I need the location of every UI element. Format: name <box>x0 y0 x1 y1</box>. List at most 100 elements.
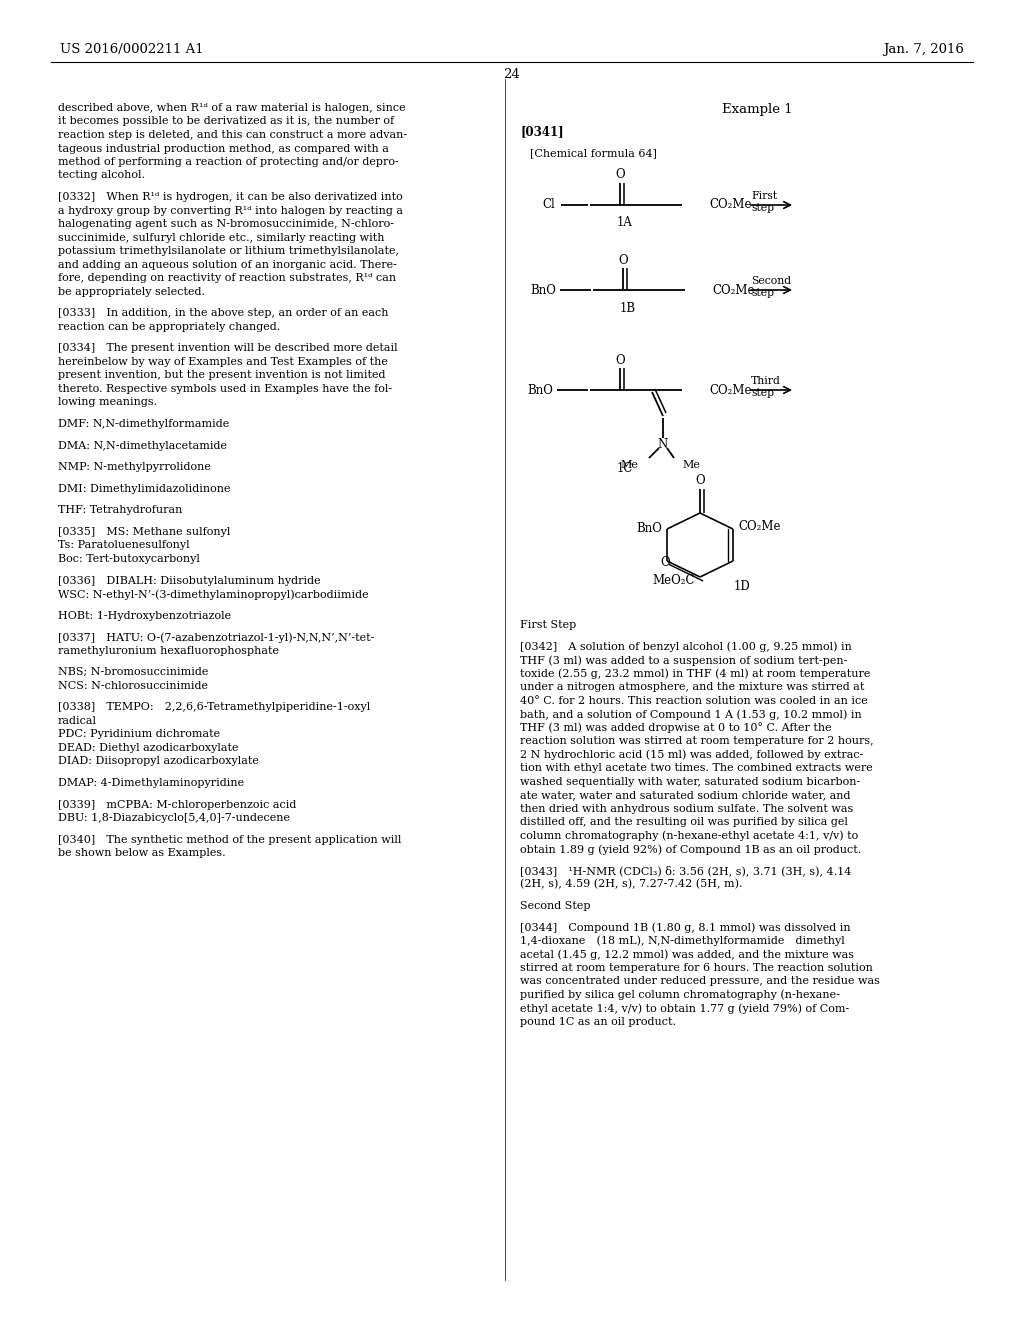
Text: DMA: N,N-dimethylacetamide: DMA: N,N-dimethylacetamide <box>58 441 227 450</box>
Text: be appropriately selected.: be appropriately selected. <box>58 286 205 297</box>
Text: 1A: 1A <box>617 216 633 230</box>
Text: N: N <box>657 438 668 451</box>
Text: [0339] mCPBA: M-chloroperbenzoic acid: [0339] mCPBA: M-chloroperbenzoic acid <box>58 800 296 809</box>
Text: present invention, but the present invention is not limited: present invention, but the present inven… <box>58 371 385 380</box>
Text: NMP: N-methylpyrrolidone: NMP: N-methylpyrrolidone <box>58 462 211 473</box>
Text: NBS; N-bromosuccinimide: NBS; N-bromosuccinimide <box>58 668 208 677</box>
Text: O: O <box>615 354 625 367</box>
Text: column chromatography (n-hexane-ethyl acetate 4:1, v/v) to: column chromatography (n-hexane-ethyl ac… <box>520 830 858 841</box>
Text: ethyl acetate 1:4, v/v) to obtain 1.77 g (yield 79%) of Com-: ethyl acetate 1:4, v/v) to obtain 1.77 g… <box>520 1003 849 1014</box>
Text: (2H, s), 4.59 (2H, s), 7.27-7.42 (5H, m).: (2H, s), 4.59 (2H, s), 7.27-7.42 (5H, m)… <box>520 879 742 890</box>
Text: [0340] The synthetic method of the present application will: [0340] The synthetic method of the prese… <box>58 834 401 845</box>
Text: BnO: BnO <box>636 523 663 536</box>
Text: CO₂Me: CO₂Me <box>709 198 752 211</box>
Text: washed sequentially with water, saturated sodium bicarbon-: washed sequentially with water, saturate… <box>520 776 860 787</box>
Text: acetal (1.45 g, 12.2 mmol) was added, and the mixture was: acetal (1.45 g, 12.2 mmol) was added, an… <box>520 949 854 960</box>
Text: MeO₂C: MeO₂C <box>652 573 695 586</box>
Text: method of performing a reaction of protecting and/or depro-: method of performing a reaction of prote… <box>58 157 398 168</box>
Text: DMF: N,N-dimethylformamide: DMF: N,N-dimethylformamide <box>58 418 229 429</box>
Text: [0336] DIBALH: Diisobutylaluminum hydride: [0336] DIBALH: Diisobutylaluminum hydrid… <box>58 576 321 586</box>
Text: tecting alcohol.: tecting alcohol. <box>58 170 145 181</box>
Text: O: O <box>660 557 670 569</box>
Text: THF: Tetrahydrofuran: THF: Tetrahydrofuran <box>58 506 182 515</box>
Text: distilled off, and the resulting oil was purified by silica gel: distilled off, and the resulting oil was… <box>520 817 848 828</box>
Text: reaction can be appropriately changed.: reaction can be appropriately changed. <box>58 322 281 331</box>
Text: Ts: Paratoluenesulfonyl: Ts: Paratoluenesulfonyl <box>58 540 189 550</box>
Text: [Chemical formula 64]: [Chemical formula 64] <box>530 148 657 158</box>
Text: US 2016/0002211 A1: US 2016/0002211 A1 <box>60 44 204 57</box>
Text: First Step: First Step <box>520 620 577 630</box>
Text: 2 N hydrochloric acid (15 ml) was added, followed by extrac-: 2 N hydrochloric acid (15 ml) was added,… <box>520 750 863 760</box>
Text: [0337] HATU: O-(7-azabenzotriazol-1-yl)-N,N,N’,N’-tet-: [0337] HATU: O-(7-azabenzotriazol-1-yl)-… <box>58 632 375 643</box>
Text: PDC: Pyridinium dichromate: PDC: Pyridinium dichromate <box>58 730 220 739</box>
Text: ate water, water and saturated sodium chloride water, and: ate water, water and saturated sodium ch… <box>520 791 851 800</box>
Text: DMAP: 4-Dimethylaminopyridine: DMAP: 4-Dimethylaminopyridine <box>58 777 244 788</box>
Text: fore, depending on reactivity of reaction substrates, R¹ᵈ can: fore, depending on reactivity of reactio… <box>58 273 396 282</box>
Text: [0343] ¹H-NMR (CDCl₃) δ: 3.56 (2H, s), 3.71 (3H, s), 4.14: [0343] ¹H-NMR (CDCl₃) δ: 3.56 (2H, s), 3… <box>520 866 851 876</box>
Text: hereinbelow by way of Examples and Test Examples of the: hereinbelow by way of Examples and Test … <box>58 356 388 367</box>
Text: 1C: 1C <box>616 462 633 474</box>
Text: potassium trimethylsilanolate or lithium trimethylsilanolate,: potassium trimethylsilanolate or lithium… <box>58 246 399 256</box>
Text: ramethyluronium hexafluorophosphate: ramethyluronium hexafluorophosphate <box>58 645 279 656</box>
Text: 40° C. for 2 hours. This reaction solution was cooled in an ice: 40° C. for 2 hours. This reaction soluti… <box>520 696 867 706</box>
Text: reaction solution was stirred at room temperature for 2 hours,: reaction solution was stirred at room te… <box>520 737 873 746</box>
Text: Second: Second <box>751 276 792 286</box>
Text: BnO: BnO <box>530 284 556 297</box>
Text: described above, when R¹ᵈ of a raw material is halogen, since: described above, when R¹ᵈ of a raw mater… <box>58 103 406 114</box>
Text: CO₂Me: CO₂Me <box>738 520 780 532</box>
Text: a hydroxy group by converting R¹ᵈ into halogen by reacting a: a hydroxy group by converting R¹ᵈ into h… <box>58 206 403 215</box>
Text: bath, and a solution of Compound 1 A (1.53 g, 10.2 mmol) in: bath, and a solution of Compound 1 A (1.… <box>520 709 862 719</box>
Text: 1,4-dioxane (18 mL), N,N-dimethylformamide dimethyl: 1,4-dioxane (18 mL), N,N-dimethylformami… <box>520 936 845 946</box>
Text: it becomes possible to be derivatized as it is, the number of: it becomes possible to be derivatized as… <box>58 116 394 127</box>
Text: CO₂Me: CO₂Me <box>709 384 752 396</box>
Text: thereto. Respective symbols used in Examples have the fol-: thereto. Respective symbols used in Exam… <box>58 384 392 393</box>
Text: radical: radical <box>58 715 97 726</box>
Text: First: First <box>751 191 777 201</box>
Text: step: step <box>751 288 774 298</box>
Text: O: O <box>618 253 628 267</box>
Text: BnO: BnO <box>527 384 553 396</box>
Text: [0335] MS: Methane sulfonyl: [0335] MS: Methane sulfonyl <box>58 527 230 537</box>
Text: 1B: 1B <box>620 301 636 314</box>
Text: Third: Third <box>751 376 781 385</box>
Text: Me: Me <box>682 459 699 470</box>
Text: HOBt: 1-Hydroxybenzotriazole: HOBt: 1-Hydroxybenzotriazole <box>58 611 231 620</box>
Text: toxide (2.55 g, 23.2 mmol) in THF (4 ml) at room temperature: toxide (2.55 g, 23.2 mmol) in THF (4 ml)… <box>520 669 870 680</box>
Text: CO₂Me: CO₂Me <box>712 284 755 297</box>
Text: [0333] In addition, in the above step, an order of an each: [0333] In addition, in the above step, a… <box>58 308 388 318</box>
Text: purified by silica gel column chromatography (n-hexane-: purified by silica gel column chromatogr… <box>520 990 840 1001</box>
Text: pound 1C as an oil product.: pound 1C as an oil product. <box>520 1016 676 1027</box>
Text: and adding an aqueous solution of an inorganic acid. There-: and adding an aqueous solution of an ino… <box>58 260 397 269</box>
Text: 24: 24 <box>504 69 520 82</box>
Text: reaction step is deleted, and this can construct a more advan-: reaction step is deleted, and this can c… <box>58 129 408 140</box>
Text: 1D: 1D <box>733 581 751 594</box>
Text: [0338] TEMPO: 2,2,6,6-Tetramethylpiperidine-1-oxyl: [0338] TEMPO: 2,2,6,6-Tetramethylpiperid… <box>58 702 371 713</box>
Text: tageous industrial production method, as compared with a: tageous industrial production method, as… <box>58 144 389 153</box>
Text: tion with ethyl acetate two times. The combined extracts were: tion with ethyl acetate two times. The c… <box>520 763 872 774</box>
Text: step: step <box>751 388 774 399</box>
Text: THF (3 ml) was added to a suspension of sodium tert-pen-: THF (3 ml) was added to a suspension of … <box>520 655 848 665</box>
Text: Second Step: Second Step <box>520 900 591 911</box>
Text: Example 1: Example 1 <box>722 103 793 116</box>
Text: THF (3 ml) was added dropwise at 0 to 10° C. After the: THF (3 ml) was added dropwise at 0 to 10… <box>520 722 831 734</box>
Text: under a nitrogen atmosphere, and the mixture was stirred at: under a nitrogen atmosphere, and the mix… <box>520 682 864 692</box>
Text: DBU: 1,8-Diazabicyclo[5,4,0]-7-undecene: DBU: 1,8-Diazabicyclo[5,4,0]-7-undecene <box>58 813 290 824</box>
Text: O: O <box>615 169 625 181</box>
Text: Jan. 7, 2016: Jan. 7, 2016 <box>883 44 964 57</box>
Text: Me: Me <box>621 459 638 470</box>
Text: DMI: Dimethylimidazolidinone: DMI: Dimethylimidazolidinone <box>58 483 230 494</box>
Text: [0341]: [0341] <box>520 125 563 139</box>
Text: then dried with anhydrous sodium sulfate. The solvent was: then dried with anhydrous sodium sulfate… <box>520 804 853 813</box>
Text: was concentrated under reduced pressure, and the residue was: was concentrated under reduced pressure,… <box>520 977 880 986</box>
Text: NCS: N-chlorosuccinimide: NCS: N-chlorosuccinimide <box>58 681 208 690</box>
Text: DIAD: Diisopropyl azodicarboxylate: DIAD: Diisopropyl azodicarboxylate <box>58 756 259 767</box>
Text: [0342] A solution of benzyl alcohol (1.00 g, 9.25 mmol) in: [0342] A solution of benzyl alcohol (1.0… <box>520 642 852 652</box>
Text: be shown below as Examples.: be shown below as Examples. <box>58 849 225 858</box>
Text: [0334] The present invention will be described more detail: [0334] The present invention will be des… <box>58 343 397 354</box>
Text: succinimide, sulfuryl chloride etc., similarly reacting with: succinimide, sulfuryl chloride etc., sim… <box>58 232 384 243</box>
Text: O: O <box>695 474 705 487</box>
Text: halogenating agent such as N-bromosuccinimide, N-chloro-: halogenating agent such as N-bromosuccin… <box>58 219 394 230</box>
Text: step: step <box>751 203 774 213</box>
Text: [0332] When R¹ᵈ is hydrogen, it can be also derivatized into: [0332] When R¹ᵈ is hydrogen, it can be a… <box>58 193 402 202</box>
Text: stirred at room temperature for 6 hours. The reaction solution: stirred at room temperature for 6 hours.… <box>520 962 872 973</box>
